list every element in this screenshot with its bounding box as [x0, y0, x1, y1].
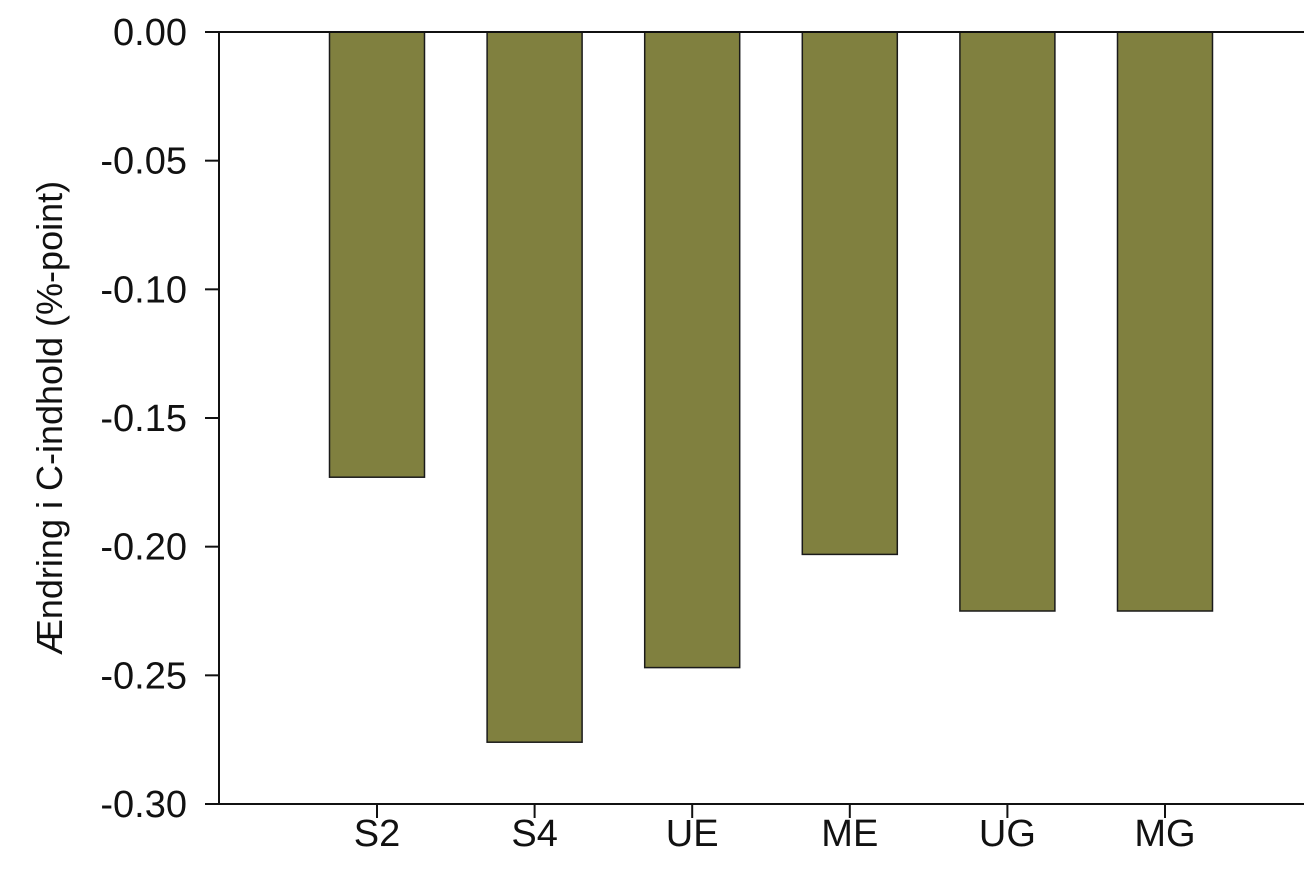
x-tick-label: UG: [979, 813, 1036, 855]
x-tick-label: S2: [354, 813, 400, 855]
bar-ue: [643, 31, 741, 669]
bar-mg: [1116, 31, 1214, 612]
y-axis-title: Ændring i C-indhold (%-point): [29, 181, 70, 655]
y-tick-label: -0.30: [100, 784, 187, 826]
x-ticks: S2 S4 UE ME UG MG: [354, 804, 1196, 855]
bars-layer: [328, 31, 1214, 743]
bar-me: [801, 31, 899, 556]
y-tick-label: -0.05: [100, 141, 187, 183]
y-tick-label: -0.15: [100, 398, 187, 440]
y-tick-label: -0.20: [100, 527, 187, 569]
y-tick-label: -0.25: [100, 655, 187, 697]
y-tick-label: 0.00: [113, 12, 187, 54]
x-tick-label: S4: [511, 813, 557, 855]
x-tick-label: UE: [666, 813, 719, 855]
bar-s2: [328, 31, 426, 478]
x-tick-label: MG: [1134, 813, 1195, 855]
y-ticks: 0.00 -0.05 -0.10 -0.15 -0.20 -0.25 -0.30: [100, 12, 219, 826]
bar-ug: [959, 31, 1056, 612]
x-tick-label: ME: [821, 813, 878, 855]
bar-s4: [486, 31, 583, 743]
y-tick-label: -0.10: [100, 269, 187, 311]
